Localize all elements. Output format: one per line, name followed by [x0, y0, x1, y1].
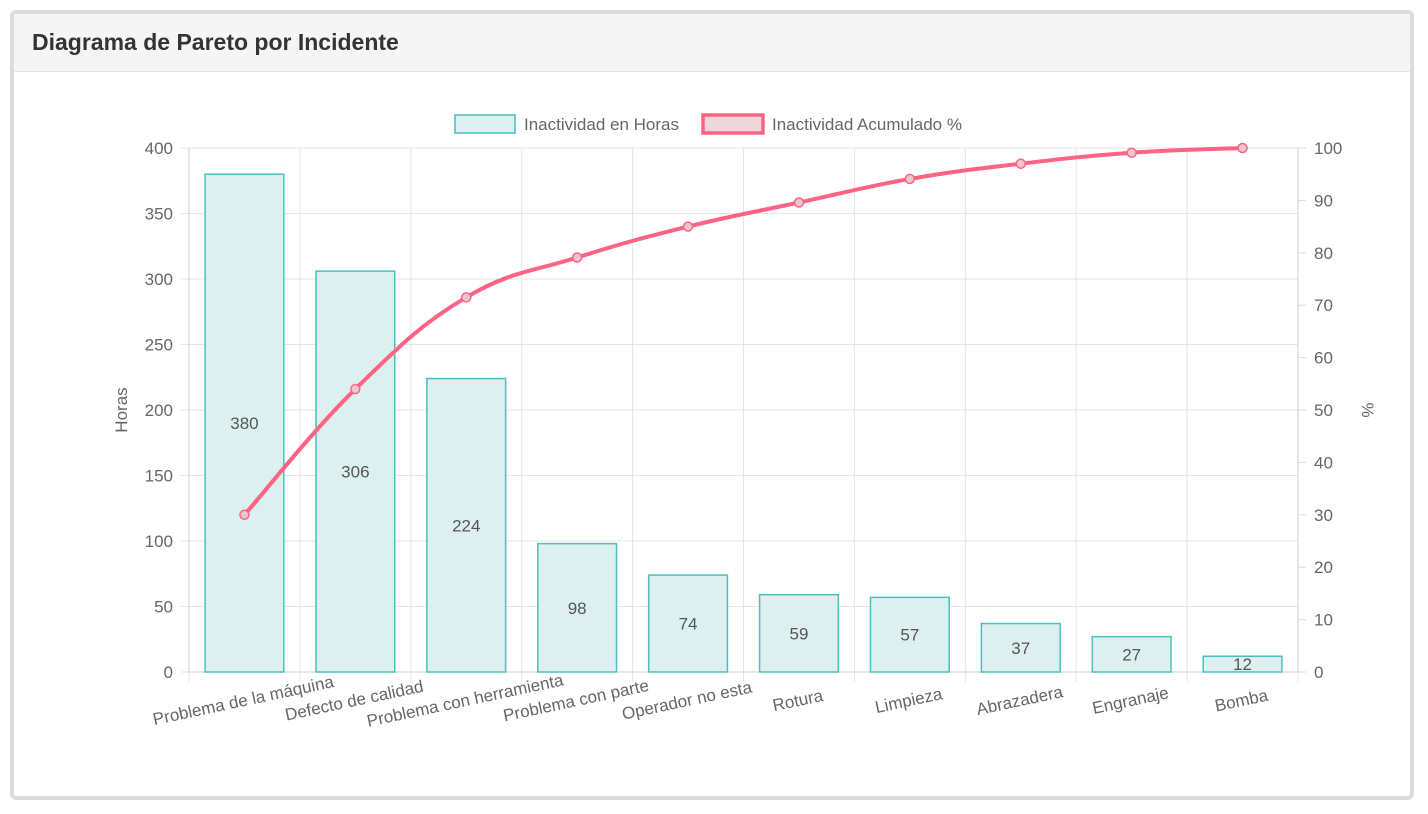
legend-swatch-bars [454, 114, 516, 134]
y-tick-label: 100 [145, 532, 173, 551]
y2-tick-label: 100 [1314, 139, 1342, 158]
x-tick-label: Engranaje [1091, 683, 1171, 718]
y2-tick-label: 40 [1314, 453, 1333, 472]
y2-tick-label: 10 [1314, 611, 1333, 630]
bar [204, 173, 285, 673]
bar-value-label: 224 [452, 516, 480, 535]
x-tick-label: Rotura [771, 686, 825, 715]
cumulative-point [461, 292, 472, 303]
cumulative-point [1015, 158, 1026, 169]
y2-tick-label: 60 [1314, 349, 1333, 368]
bar [426, 377, 507, 673]
legend-label-bars: Inactividad en Horas [524, 115, 679, 134]
x-tick-label: Bomba [1213, 686, 1270, 716]
bar-value-label: 380 [230, 414, 258, 433]
bar [869, 596, 950, 673]
bar [647, 574, 729, 673]
legend: Inactividad en Horas Inactividad Acumulad… [454, 113, 962, 135]
bar [537, 542, 618, 673]
y-tick-label: 200 [145, 401, 173, 420]
y2-tick-label: 50 [1314, 401, 1333, 420]
panel-title: Diagrama de Pareto por Incidente [32, 29, 399, 55]
bar-value-label: 12 [1233, 655, 1252, 674]
bar-value-label: 98 [568, 599, 587, 618]
bar-value-label: 74 [679, 615, 698, 634]
cumulative-point [904, 173, 916, 185]
y-tick-label: 400 [145, 139, 173, 158]
legend-swatch-line [701, 113, 765, 135]
bar [315, 270, 396, 673]
cumulative-line [242, 146, 1243, 517]
y-tick-label: 150 [145, 467, 173, 486]
bar [758, 593, 840, 673]
cumulative-point [350, 383, 361, 395]
y2-tick-label: 20 [1314, 558, 1333, 577]
bar [1202, 655, 1283, 673]
y2-tick-label: 0 [1314, 663, 1323, 682]
legend-label-line: Inactividad Acumulado % [772, 115, 962, 134]
bar-value-label: 57 [900, 626, 919, 645]
y2-axis-title: % [1358, 402, 1377, 417]
x-tick-label: Limpieza [873, 684, 944, 717]
cumulative-point [1237, 142, 1248, 154]
y-axis-title: Horas [112, 387, 131, 432]
y-tick-label: 350 [145, 205, 173, 224]
y2-tick-label: 90 [1314, 191, 1333, 210]
bar-value-label: 27 [1122, 645, 1141, 664]
y2-tick-label: 80 [1314, 244, 1333, 263]
x-tick-label: Abrazadera [975, 682, 1065, 719]
y-tick-label: 50 [154, 598, 173, 617]
y-tick-label: 0 [164, 663, 173, 682]
y2-tick-label: 30 [1314, 506, 1333, 525]
cumulative-point [571, 252, 583, 263]
y-tick-label: 300 [145, 270, 173, 289]
y-tick-label: 250 [145, 336, 173, 355]
bar-value-label: 306 [341, 463, 369, 482]
bar-value-label: 59 [789, 624, 808, 643]
cumulative-point [682, 221, 694, 232]
cumulative-point [1126, 147, 1137, 158]
panel-header: Diagrama de Pareto por Incidente [14, 14, 1410, 72]
bar-value-label: 37 [1011, 639, 1030, 658]
cumulative-point [239, 509, 250, 521]
y2-tick-label: 70 [1314, 296, 1333, 315]
cumulative-point [793, 197, 805, 208]
bar [980, 622, 1061, 673]
bar [1091, 635, 1172, 673]
